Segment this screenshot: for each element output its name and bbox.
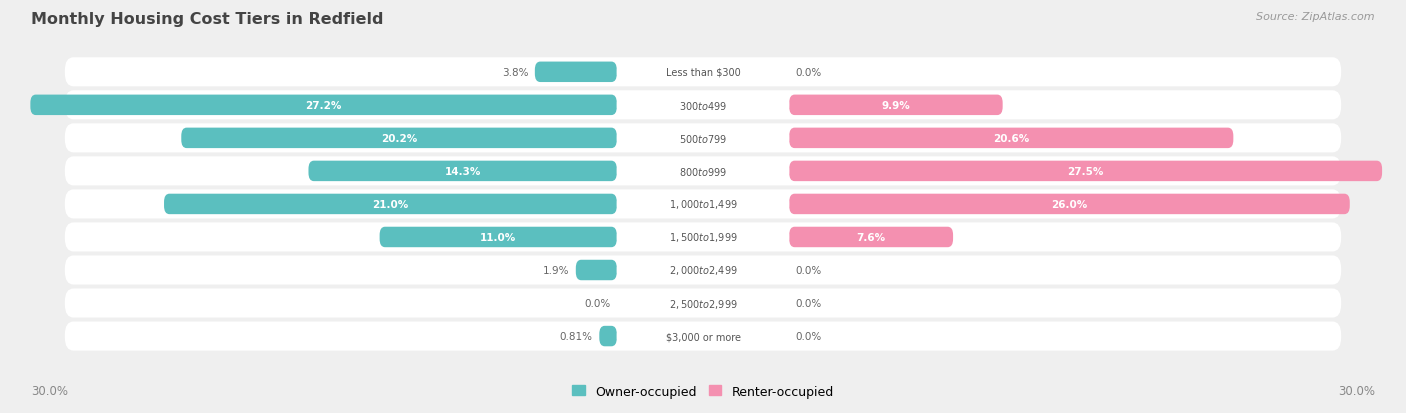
FancyBboxPatch shape	[617, 129, 789, 148]
Legend: Owner-occupied, Renter-occupied: Owner-occupied, Renter-occupied	[568, 380, 838, 403]
Text: 9.9%: 9.9%	[882, 101, 910, 111]
FancyBboxPatch shape	[65, 190, 1341, 219]
FancyBboxPatch shape	[789, 227, 953, 248]
FancyBboxPatch shape	[65, 322, 1341, 351]
Text: 0.0%: 0.0%	[796, 265, 823, 275]
Text: 27.2%: 27.2%	[305, 101, 342, 111]
FancyBboxPatch shape	[31, 95, 617, 116]
Text: 20.6%: 20.6%	[993, 133, 1029, 144]
Text: 0.0%: 0.0%	[583, 298, 610, 308]
FancyBboxPatch shape	[534, 62, 617, 83]
Text: 1.9%: 1.9%	[543, 265, 569, 275]
Text: $500 to $799: $500 to $799	[679, 133, 727, 145]
FancyBboxPatch shape	[65, 157, 1341, 186]
FancyBboxPatch shape	[789, 161, 1382, 182]
Text: 14.3%: 14.3%	[444, 166, 481, 176]
FancyBboxPatch shape	[789, 95, 1002, 116]
Text: $300 to $499: $300 to $499	[679, 100, 727, 112]
FancyBboxPatch shape	[617, 162, 789, 181]
FancyBboxPatch shape	[617, 228, 789, 247]
FancyBboxPatch shape	[65, 124, 1341, 153]
Text: 30.0%: 30.0%	[1339, 384, 1375, 397]
Text: Monthly Housing Cost Tiers in Redfield: Monthly Housing Cost Tiers in Redfield	[31, 12, 384, 27]
Text: 3.8%: 3.8%	[502, 68, 529, 78]
FancyBboxPatch shape	[65, 58, 1341, 87]
FancyBboxPatch shape	[789, 128, 1233, 149]
FancyBboxPatch shape	[65, 289, 1341, 318]
FancyBboxPatch shape	[65, 91, 1341, 120]
Text: $800 to $999: $800 to $999	[679, 166, 727, 178]
FancyBboxPatch shape	[380, 227, 617, 248]
FancyBboxPatch shape	[65, 256, 1341, 285]
FancyBboxPatch shape	[599, 326, 617, 347]
FancyBboxPatch shape	[181, 128, 617, 149]
FancyBboxPatch shape	[617, 294, 789, 313]
FancyBboxPatch shape	[617, 195, 789, 214]
Text: 11.0%: 11.0%	[479, 233, 516, 242]
FancyBboxPatch shape	[65, 223, 1341, 252]
FancyBboxPatch shape	[617, 96, 789, 115]
Text: 26.0%: 26.0%	[1052, 199, 1088, 209]
Text: $2,000 to $2,499: $2,000 to $2,499	[669, 264, 737, 277]
Text: $1,500 to $1,999: $1,500 to $1,999	[669, 231, 737, 244]
Text: 0.81%: 0.81%	[560, 331, 593, 341]
Text: 20.2%: 20.2%	[381, 133, 418, 144]
Text: 0.0%: 0.0%	[796, 298, 823, 308]
Text: 7.6%: 7.6%	[856, 233, 886, 242]
FancyBboxPatch shape	[308, 161, 617, 182]
Text: $3,000 or more: $3,000 or more	[665, 331, 741, 341]
Text: 21.0%: 21.0%	[373, 199, 409, 209]
FancyBboxPatch shape	[617, 261, 789, 280]
Text: $1,000 to $1,499: $1,000 to $1,499	[669, 198, 737, 211]
Text: Source: ZipAtlas.com: Source: ZipAtlas.com	[1257, 12, 1375, 22]
Text: 30.0%: 30.0%	[31, 384, 67, 397]
FancyBboxPatch shape	[617, 64, 789, 82]
Text: $2,500 to $2,999: $2,500 to $2,999	[669, 297, 737, 310]
FancyBboxPatch shape	[165, 194, 617, 215]
FancyBboxPatch shape	[617, 327, 789, 345]
Text: 0.0%: 0.0%	[796, 68, 823, 78]
Text: 0.0%: 0.0%	[796, 331, 823, 341]
Text: 27.5%: 27.5%	[1067, 166, 1104, 176]
FancyBboxPatch shape	[576, 260, 617, 280]
FancyBboxPatch shape	[789, 194, 1350, 215]
Text: Less than $300: Less than $300	[665, 68, 741, 78]
